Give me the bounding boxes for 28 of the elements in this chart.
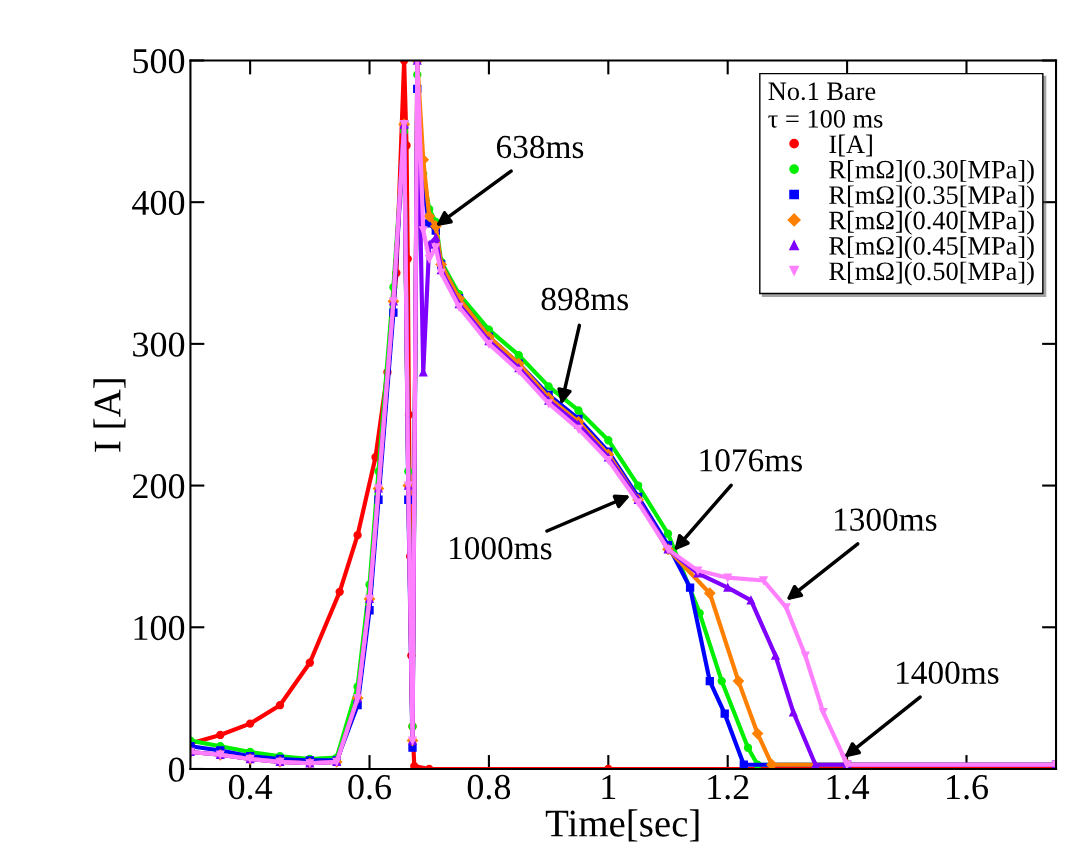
- x-tick-label: 1.2: [708, 774, 749, 800]
- annotation: 1000ms: [449, 536, 552, 560]
- x-tick-label: 1.4: [827, 775, 870, 800]
- legend-label: R[mΩ](0.30[MPa]): [829, 160, 1034, 184]
- y-axis-title: I [A]: [93, 379, 126, 452]
- x-tick-label: 1: [602, 775, 616, 799]
- annotation: 1400ms: [897, 661, 999, 685]
- x-tick-label: 0.6: [348, 774, 392, 800]
- annotation: 638ms: [496, 135, 584, 159]
- y-tick-label: 200: [132, 474, 185, 499]
- y-tick-label: 500: [133, 48, 185, 74]
- x-tick-label: 0.8: [467, 774, 511, 800]
- annotation: 1300ms: [834, 508, 937, 531]
- legend-label: R[mΩ](0.45[MPa]): [829, 236, 1034, 261]
- legend-label: I[A]: [829, 134, 872, 157]
- x-axis-title: Time[sec]: [545, 809, 699, 842]
- x-tick-label: 1.6: [947, 774, 988, 800]
- y-tick-label: 0: [168, 757, 185, 782]
- legend-label: R[mΩ](0.40[MPa]): [829, 210, 1034, 235]
- legend-label: R[mΩ](0.35[MPa]): [829, 185, 1034, 210]
- x-tick-label: 0.4: [228, 774, 273, 800]
- annotation: 898ms: [541, 287, 628, 311]
- y-tick-label: 400: [132, 190, 185, 216]
- annotation: 1076ms: [700, 449, 802, 472]
- legend-title: No.1 Bare τ = 100 ms: [768, 82, 883, 128]
- y-tick-label: 100: [134, 615, 185, 641]
- y-tick-label: 300: [133, 332, 185, 357]
- legend-label: R[mΩ](0.50[MPa]): [829, 261, 1034, 286]
